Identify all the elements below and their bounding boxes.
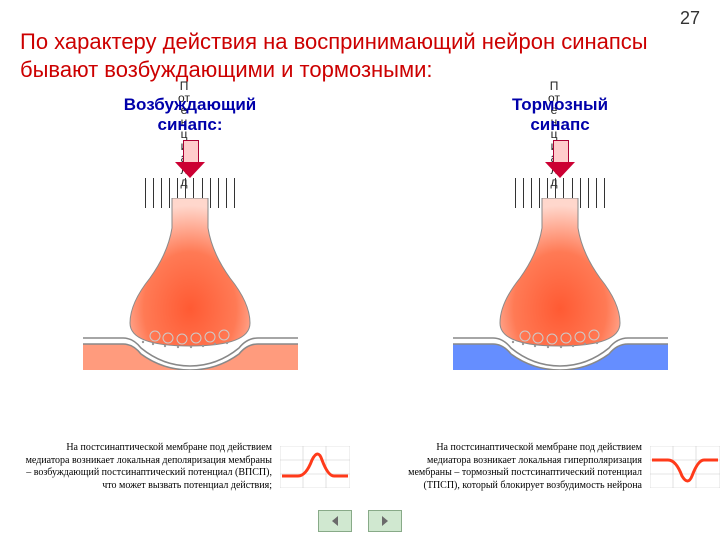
synaptic-terminal xyxy=(490,198,630,348)
postsynaptic-membrane-inhibitory xyxy=(453,332,668,370)
subtitle-excitatory: Возбуждающий синапс: xyxy=(30,95,350,136)
next-button[interactable] xyxy=(368,510,402,532)
column-excitatory: Возбуждающий синапс: xyxy=(30,95,350,380)
description-excitatory: На постсинаптической мембране под действ… xyxy=(20,442,272,492)
chevron-left-icon xyxy=(329,515,341,527)
page-number: 27 xyxy=(680,8,700,29)
synapse-diagram-inhibitory xyxy=(443,140,678,380)
subtitle-line-2: синапс xyxy=(530,115,589,134)
subtitle-inhibitory: Тормозный синапс xyxy=(400,95,720,136)
down-arrow-icon xyxy=(175,140,205,180)
page-title: По характеру действия на воспринимающий … xyxy=(20,28,700,83)
description-row-excitatory: На постсинаптической мембране под действ… xyxy=(20,442,350,492)
column-inhibitory: Тормозный синапс xyxy=(400,95,720,380)
synaptic-terminal xyxy=(120,198,260,348)
prev-button[interactable] xyxy=(318,510,352,532)
subtitle-line-1: Возбуждающий xyxy=(124,95,256,114)
subtitle-line-2: синапс: xyxy=(157,115,222,134)
description-row-inhibitory: На постсинаптической мембране под действ… xyxy=(390,442,720,492)
description-inhibitory: На постсинаптической мембране под действ… xyxy=(390,442,642,492)
subtitle-line-1: Тормозный xyxy=(512,95,608,114)
chevron-right-icon xyxy=(379,515,391,527)
epsp-waveform-icon xyxy=(280,446,350,488)
ipsp-waveform-icon xyxy=(650,446,720,488)
synapse-diagram-excitatory xyxy=(73,140,308,380)
postsynaptic-membrane-excitatory xyxy=(83,332,298,370)
nav-buttons xyxy=(318,510,402,532)
down-arrow-icon xyxy=(545,140,575,180)
